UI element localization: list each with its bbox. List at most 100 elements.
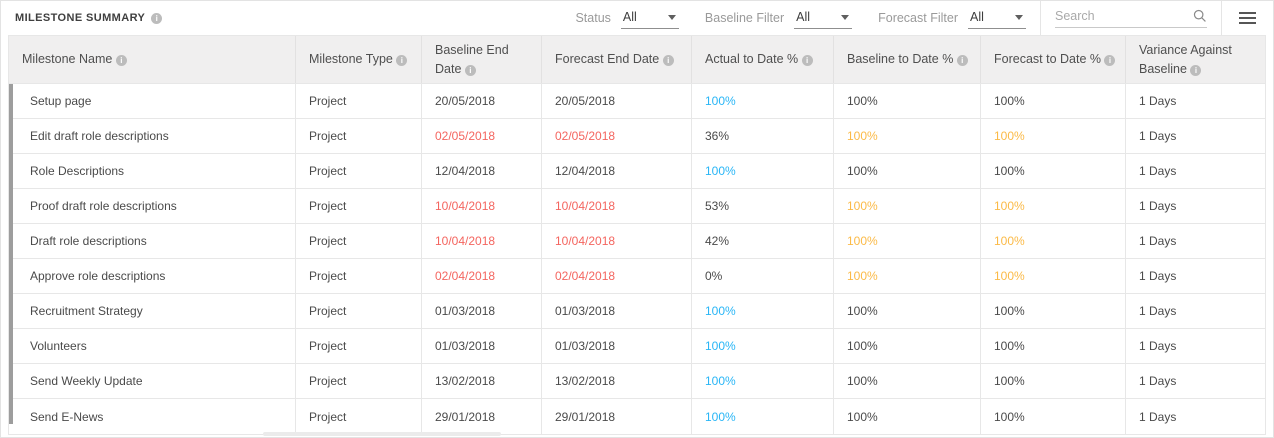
table-row[interactable]: Volunteers Project 01/03/2018 01/03/2018 100… <box>9 329 1265 364</box>
cell-variance-against-baseline: 1 Days <box>1139 234 1177 248</box>
cell-milestone-name: Role Descriptions <box>9 154 296 188</box>
forecast-filter-select[interactable]: All <box>968 7 1026 29</box>
cell-baseline-to-date-pct: 100% <box>834 119 981 153</box>
cell-variance-against-baseline: 1 Days <box>1139 129 1177 143</box>
cell-milestone-type: Project <box>296 364 422 398</box>
column-label: Milestone Type <box>309 52 393 67</box>
cell-baseline-end-date: 02/05/2018 <box>422 119 542 153</box>
search-container <box>1040 1 1221 35</box>
cell-milestone-type: Project <box>296 119 422 153</box>
cell-actual-to-date-pct: 100% <box>692 329 834 363</box>
cell-baseline-to-date-pct: 100% <box>834 224 981 258</box>
cell-actual-to-date-pct: 0% <box>692 259 834 293</box>
cell-baseline-to-date-pct: 100% <box>834 294 981 328</box>
status-filter-value: All <box>622 10 637 24</box>
cell-baseline-end-date: 13/02/2018 <box>422 364 542 398</box>
cell-milestone-name: Volunteers <box>9 329 296 363</box>
info-icon[interactable]: i <box>801 55 813 67</box>
baseline-filter-select[interactable]: All <box>794 7 853 29</box>
cell-milestone-type: Project <box>296 224 422 258</box>
cell-baseline-to-date-pct: 100% <box>834 259 981 293</box>
table-row[interactable]: Draft role descriptions Project 10/04/2018… <box>9 224 1265 259</box>
cell-variance-against-baseline: 1 Days <box>1139 409 1177 424</box>
cell-milestone-type: Project <box>296 329 422 363</box>
cell-baseline-to-date-pct: 100% <box>834 84 981 118</box>
cell-forecast-to-date-pct: 100% <box>981 294 1126 328</box>
column-header-variance-against-baseline[interactable]: Variance Against Baseline i <box>1126 36 1267 83</box>
cell-milestone-name: Proof draft role descriptions <box>9 189 296 223</box>
search-input[interactable] <box>1055 8 1193 23</box>
cell-baseline-end-date: 01/03/2018 <box>422 294 542 328</box>
cell-milestone-type: Project <box>296 259 422 293</box>
cell-actual-to-date-pct: 36% <box>692 119 834 153</box>
column-label: Variance Against Baseline <box>1139 43 1232 76</box>
column-header-baseline-end-date[interactable]: Baseline End Date i <box>422 36 542 83</box>
cell-variance-against-baseline: 1 Days <box>1139 269 1177 283</box>
info-icon[interactable]: i <box>662 55 674 67</box>
cell-variance-against-baseline: 1 Days <box>1139 339 1177 353</box>
cell-variance-against-baseline: 1 Days <box>1139 304 1177 318</box>
column-label: Forecast End Date <box>555 52 660 67</box>
vertical-scrollbar-thumb[interactable] <box>9 84 13 424</box>
table-row[interactable]: Recruitment Strategy Project 01/03/2018 01/… <box>9 294 1265 329</box>
column-label: Actual to Date % <box>705 52 799 67</box>
info-icon[interactable]: i <box>956 55 968 67</box>
info-icon[interactable]: i <box>396 55 408 67</box>
milestone-table: Milestone Name i Milestone Type i Baseline… <box>8 35 1266 435</box>
table-row[interactable]: Send Weekly Update Project 13/02/2018 13/02… <box>9 364 1265 399</box>
table-body: Setup page Project 20/05/2018 20/05/2018 100… <box>9 84 1265 434</box>
cell-milestone-name: Draft role descriptions <box>9 224 296 258</box>
cell-baseline-end-date: 12/04/2018 <box>422 154 542 188</box>
table-row[interactable]: Role Descriptions Project 12/04/2018 12/04/… <box>9 154 1265 189</box>
cell-actual-to-date-pct: 42% <box>692 224 834 258</box>
info-icon[interactable]: i <box>151 12 163 24</box>
baseline-filter-value: All <box>796 10 811 24</box>
hamburger-menu-icon[interactable] <box>1221 1 1273 35</box>
column-header-milestone-name[interactable]: Milestone Name i <box>9 36 296 83</box>
cell-baseline-end-date: 29/01/2018 <box>422 399 542 434</box>
info-icon[interactable]: i <box>115 55 127 67</box>
cell-baseline-end-date: 02/04/2018 <box>422 259 542 293</box>
status-filter-select[interactable]: All <box>620 7 679 29</box>
baseline-filter-group: Baseline Filter All <box>705 7 853 29</box>
forecast-filter-label: Forecast Filter <box>878 11 958 25</box>
info-icon[interactable]: i <box>1190 64 1202 76</box>
cell-actual-to-date-pct: 100% <box>692 364 834 398</box>
info-icon[interactable]: i <box>1104 55 1116 67</box>
status-filter-label: Status <box>575 11 611 25</box>
forecast-filter-value: All <box>970 10 984 24</box>
horizontal-scrollbar-thumb[interactable] <box>263 432 501 436</box>
cell-baseline-to-date-pct: 100% <box>834 399 981 434</box>
cell-forecast-end-date: 10/04/2018 <box>542 224 692 258</box>
search-field <box>1055 8 1207 28</box>
column-header-actual-to-date-pct[interactable]: Actual to Date % i <box>692 36 834 83</box>
cell-milestone-name: Recruitment Strategy <box>9 294 296 328</box>
table-row[interactable]: Proof draft role descriptions Project 10/0… <box>9 189 1265 224</box>
status-filter-group: Status All <box>575 7 679 29</box>
cell-baseline-end-date: 20/05/2018 <box>422 84 542 118</box>
cell-milestone-type: Project <box>296 399 422 434</box>
column-header-milestone-type[interactable]: Milestone Type i <box>296 36 422 83</box>
cell-baseline-to-date-pct: 100% <box>834 364 981 398</box>
panel-topbar: MILESTONE SUMMARY i Status All Baseline … <box>1 1 1273 35</box>
table-row[interactable]: Send E-News Project 29/01/2018 29/01/2018 10… <box>9 399 1265 434</box>
cell-forecast-end-date: 20/05/2018 <box>542 84 692 118</box>
chevron-down-icon <box>667 14 676 20</box>
cell-variance-against-baseline: 1 Days <box>1139 374 1177 388</box>
cell-forecast-end-date: 01/03/2018 <box>542 294 692 328</box>
search-icon[interactable] <box>1193 9 1207 23</box>
table-row[interactable]: Approve role descriptions Project 02/04/20… <box>9 259 1265 294</box>
cell-actual-to-date-pct: 53% <box>692 189 834 223</box>
cell-milestone-type: Project <box>296 154 422 188</box>
cell-actual-to-date-pct: 100% <box>692 154 834 188</box>
info-icon[interactable]: i <box>464 64 476 76</box>
table-row[interactable]: Setup page Project 20/05/2018 20/05/2018 100… <box>9 84 1265 119</box>
cell-baseline-end-date: 10/04/2018 <box>422 224 542 258</box>
cell-milestone-type: Project <box>296 189 422 223</box>
cell-forecast-end-date: 02/05/2018 <box>542 119 692 153</box>
column-header-baseline-to-date-pct[interactable]: Baseline to Date % i <box>834 36 981 83</box>
column-header-forecast-end-date[interactable]: Forecast End Date i <box>542 36 692 83</box>
table-row[interactable]: Edit draft role descriptions Project 02/05… <box>9 119 1265 154</box>
column-header-forecast-to-date-pct[interactable]: Forecast to Date % i <box>981 36 1126 83</box>
cell-milestone-name: Edit draft role descriptions <box>9 119 296 153</box>
